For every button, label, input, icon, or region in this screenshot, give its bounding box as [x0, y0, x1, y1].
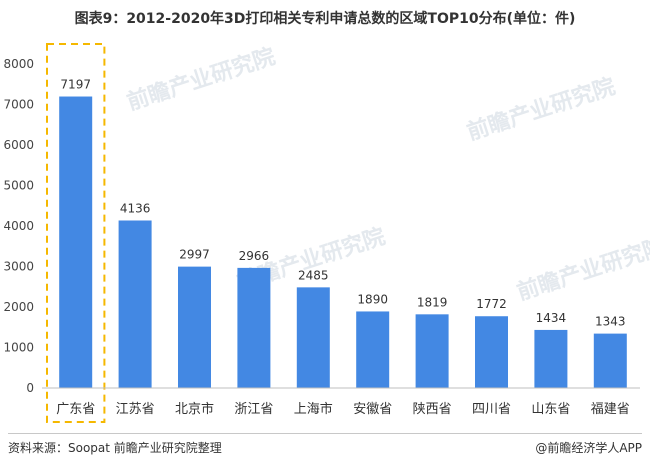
x-tick-label: 四川省	[472, 402, 511, 417]
data-label: 1772	[476, 297, 507, 311]
source-note: 资料来源：Soopat 前瞻产业研究院整理	[8, 441, 222, 455]
y-tick-label: 6000	[3, 138, 34, 152]
x-tick-label: 山东省	[531, 402, 570, 417]
data-label: 2485	[298, 268, 329, 282]
x-tick-label: 广东省	[56, 402, 95, 417]
bar	[475, 316, 508, 388]
data-label: 1819	[417, 295, 448, 309]
y-tick-label: 1000	[3, 341, 34, 355]
credit-note: @前瞻经济学人APP	[535, 441, 642, 455]
y-tick-label: 0	[26, 381, 34, 395]
x-tick-label: 陕西省	[413, 402, 452, 417]
y-tick-label: 3000	[3, 260, 34, 274]
y-tick-label: 4000	[3, 219, 34, 233]
y-tick-label: 5000	[3, 179, 34, 193]
data-label: 1890	[357, 292, 388, 306]
x-axis: 广东省 江苏省 北京市 浙江省 上海市 安徽省 陕西省 四川省 山东省 福建省	[42, 387, 640, 417]
footer-divider	[8, 433, 642, 434]
x-tick-label: 安徽省	[353, 402, 392, 417]
chart-title: 图表9：2012-2020年3D打印相关专利申请总数的区域TOP10分布(单位：…	[74, 11, 576, 27]
watermark-text: 前瞻产业研究院	[464, 73, 619, 145]
data-label: 7197	[60, 78, 91, 92]
bar	[296, 287, 330, 388]
highlight-box	[46, 43, 106, 423]
footer: 资料来源：Soopat 前瞻产业研究院整理 @前瞻经济学人APP	[0, 433, 650, 465]
bar	[415, 314, 449, 388]
bar	[534, 329, 568, 388]
data-label: 1434	[536, 311, 567, 325]
x-tick-label: 江苏省	[116, 401, 155, 417]
bar	[593, 333, 627, 388]
y-axis: 0 1000 2000 3000 4000 5000 6000 7000 8000	[3, 57, 34, 395]
bar	[59, 96, 93, 389]
x-tick-label: 北京市	[175, 401, 214, 417]
data-label: 4136	[120, 201, 151, 215]
watermark-text: 前瞻产业研究院	[124, 43, 279, 115]
bar	[118, 220, 152, 388]
data-label: 2997	[179, 248, 210, 262]
bar	[356, 311, 390, 388]
y-tick-label: 8000	[3, 57, 34, 71]
bar	[237, 267, 271, 388]
x-tick-label: 浙江省	[234, 402, 273, 417]
bars-group	[46, 43, 627, 423]
watermark-text: 前瞻产业研究院	[514, 233, 650, 305]
data-labels-group: 7197 4136 2997 2966 2485 1890 1819 1772 1434 1343	[60, 78, 625, 329]
x-tick-label: 上海市	[294, 401, 333, 417]
data-label: 1343	[595, 315, 626, 329]
y-tick-label: 7000	[3, 98, 34, 112]
data-label: 2966	[239, 249, 270, 263]
bar	[178, 266, 211, 388]
x-tick-label: 福建省	[591, 402, 630, 417]
y-tick-label: 2000	[3, 300, 34, 314]
